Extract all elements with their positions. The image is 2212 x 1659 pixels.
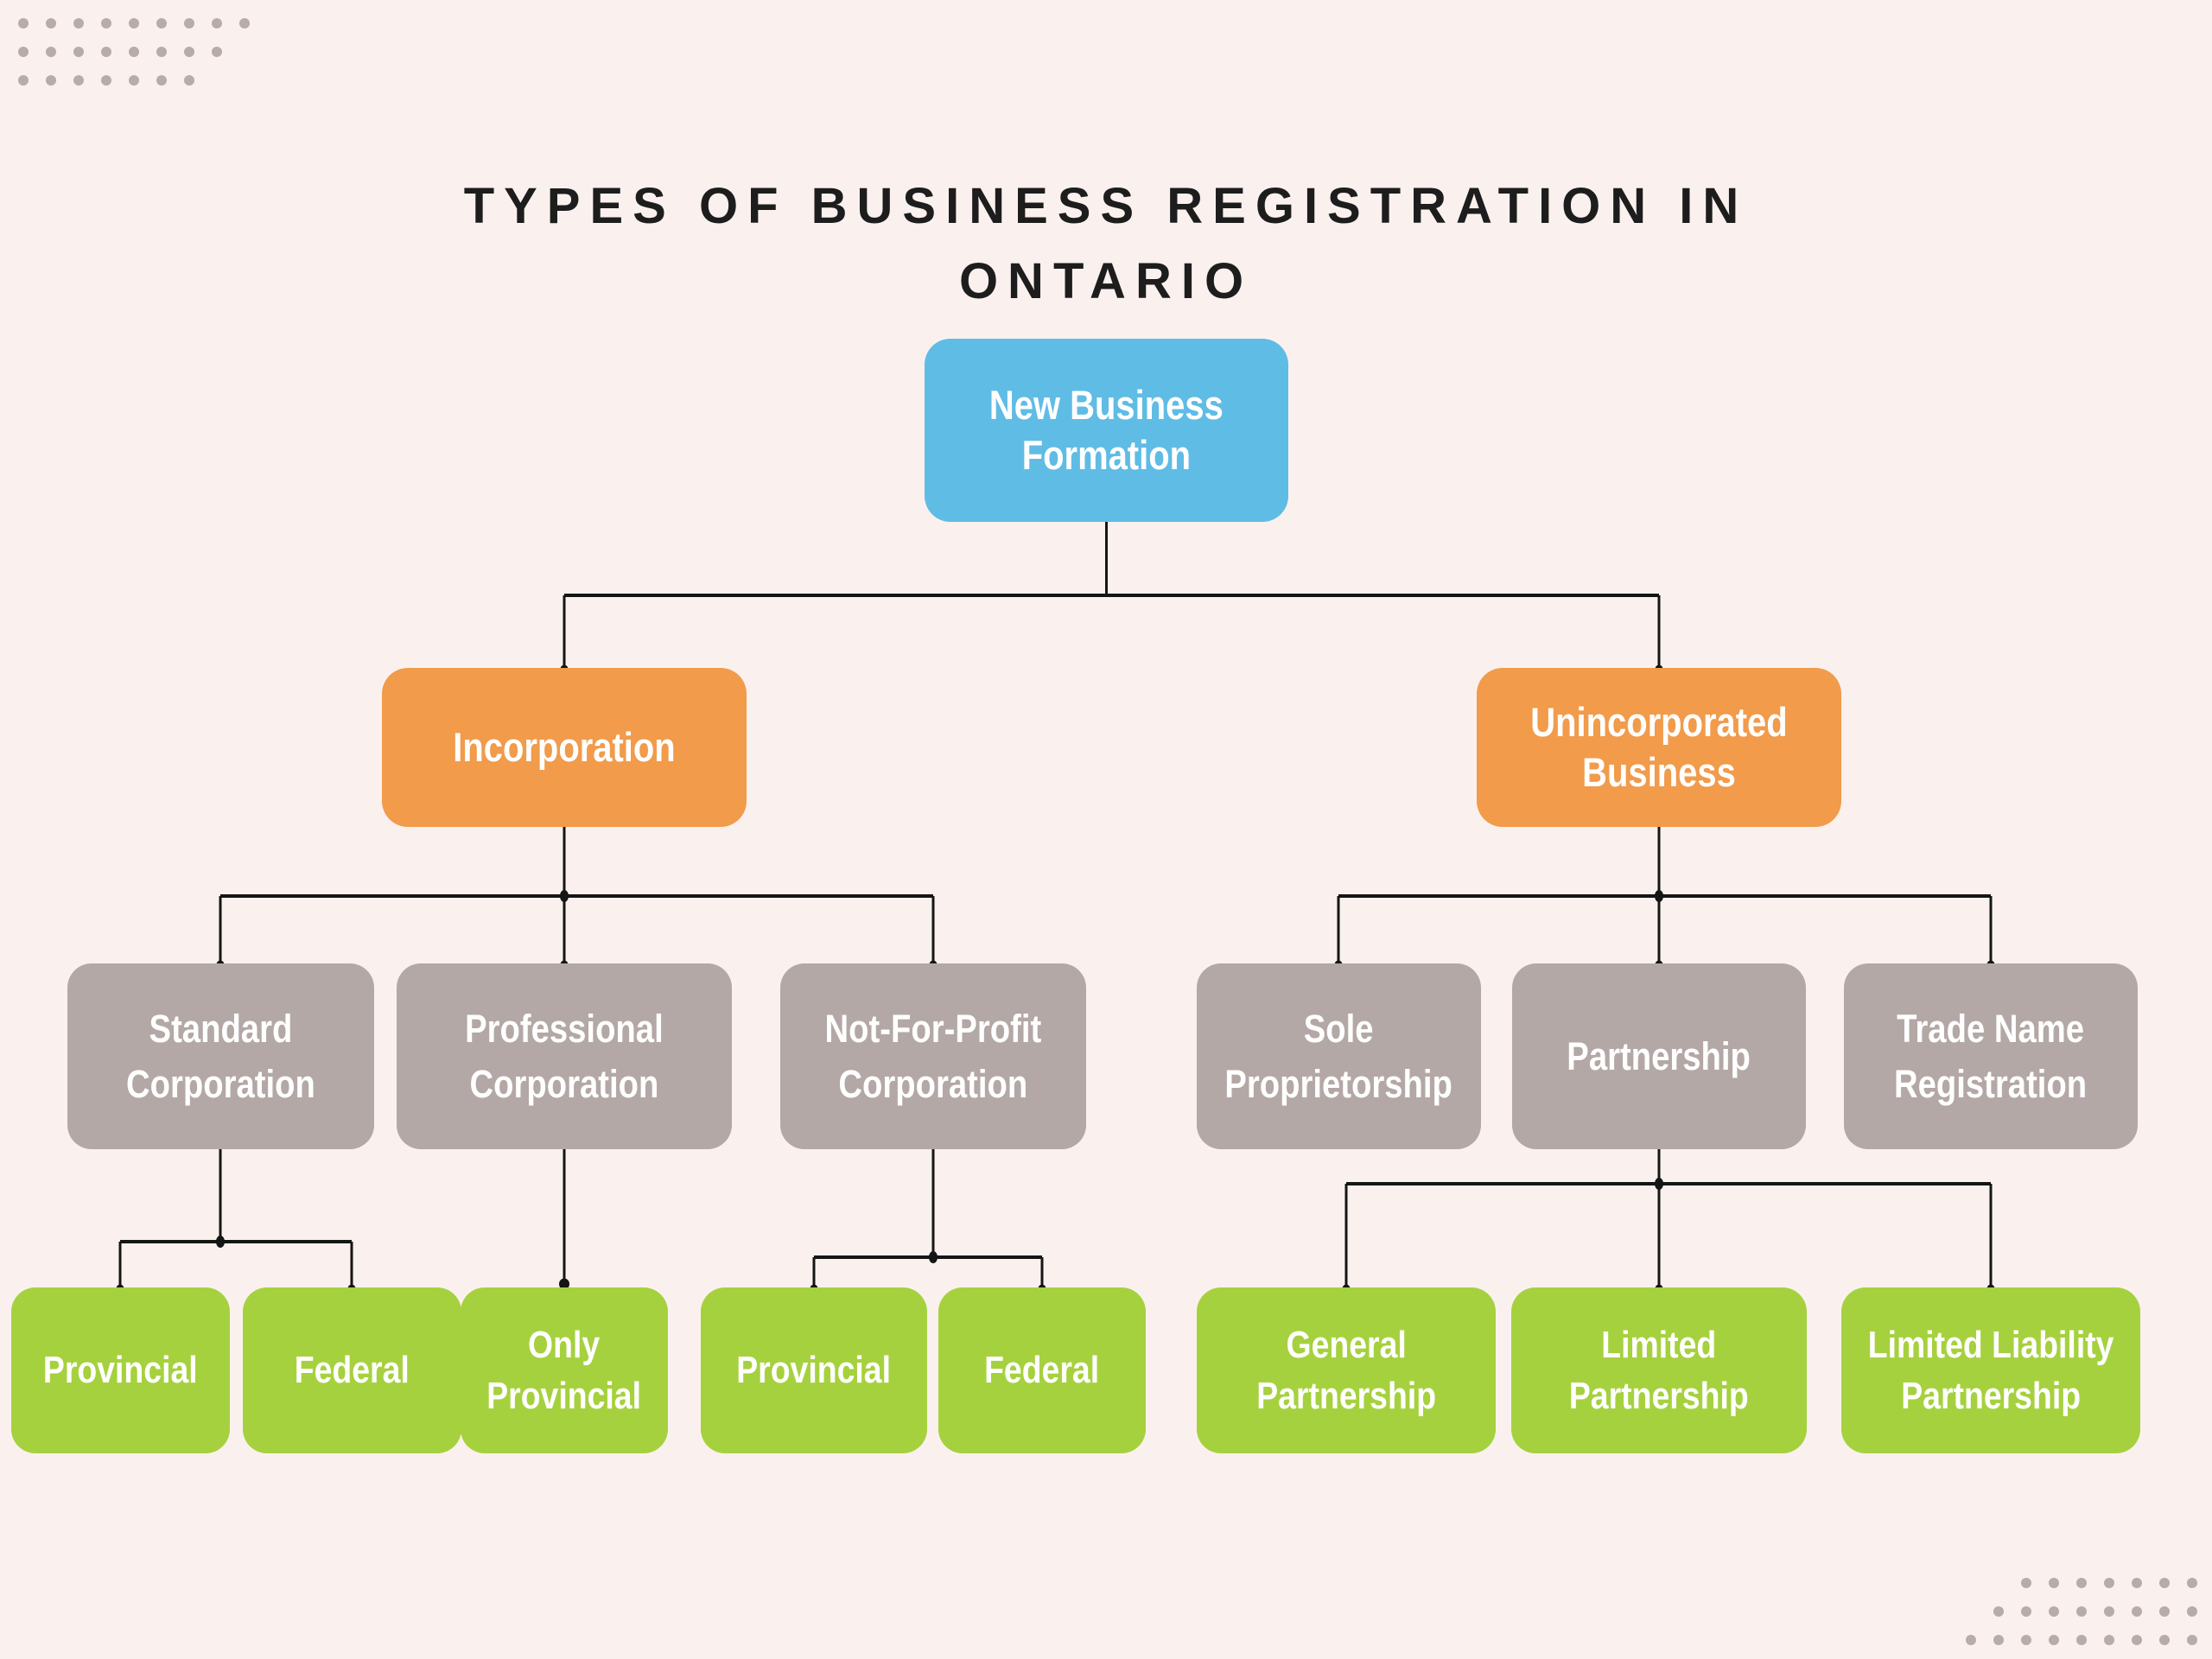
deco-dot	[129, 18, 139, 29]
deco-dot	[2076, 1578, 2087, 1588]
deco-dot	[2104, 1606, 2114, 1617]
deco-dot	[2021, 1578, 2031, 1588]
deco-dot-row	[1993, 1606, 2197, 1617]
deco-dot	[101, 47, 111, 57]
node-label: General Partnership	[1256, 1323, 1436, 1417]
node-general-partnership: General Partnership	[1197, 1287, 1496, 1453]
deco-dot	[239, 18, 250, 29]
deco-dot	[46, 75, 56, 86]
deco-dot	[2159, 1635, 2170, 1645]
deco-dot	[2049, 1635, 2059, 1645]
deco-dot	[2104, 1578, 2114, 1588]
deco-dot	[18, 75, 29, 86]
node-standard-federal: Federal	[243, 1287, 461, 1453]
deco-dot	[2187, 1606, 2197, 1617]
deco-dot	[1966, 1635, 1976, 1645]
deco-dot	[156, 75, 167, 86]
deco-dot	[2104, 1635, 2114, 1645]
deco-dot	[46, 47, 56, 57]
deco-dot	[156, 47, 167, 57]
deco-dot	[184, 75, 194, 86]
node-nfp-provincial: Provincial	[701, 1287, 927, 1453]
deco-dot	[2021, 1635, 2031, 1645]
deco-dot	[2132, 1635, 2142, 1645]
deco-dot	[184, 18, 194, 29]
deco-dot	[129, 75, 139, 86]
deco-dot	[101, 75, 111, 86]
node-unincorporated-business: Unincorporated Business	[1477, 668, 1841, 827]
node-label: Federal	[294, 1349, 410, 1392]
deco-dot	[2132, 1578, 2142, 1588]
decorative-dot-grid-top-left	[18, 18, 250, 86]
node-only-provincial: Only Provincial	[461, 1287, 668, 1453]
node-label: Federal	[984, 1349, 1100, 1392]
deco-dot	[2076, 1635, 2087, 1645]
node-standard-provincial: Provincial	[11, 1287, 230, 1453]
node-new-business-formation: New Business Formation	[925, 339, 1288, 522]
deco-dot	[2187, 1578, 2197, 1588]
node-label: Limited Liability Partnership	[1867, 1323, 2114, 1417]
deco-dot	[2021, 1606, 2031, 1617]
node-trade-name-registration: Trade Name Registration	[1844, 963, 2138, 1149]
deco-dot	[2076, 1606, 2087, 1617]
node-label: Standard Corporation	[126, 1006, 315, 1106]
deco-dot	[2049, 1578, 2059, 1588]
deco-dot-row	[18, 75, 194, 86]
deco-dot	[46, 18, 56, 29]
deco-dot	[18, 18, 29, 29]
node-label: Incorporation	[453, 723, 676, 770]
node-label: Provincial	[43, 1349, 198, 1392]
node-professional-corporation: Professional Corporation	[397, 963, 732, 1149]
node-label: Only Provincial	[486, 1323, 642, 1417]
edge-paths	[118, 522, 1993, 1289]
node-sole-proprietorship: Sole Proprietorship	[1197, 963, 1481, 1149]
deco-dot	[2159, 1606, 2170, 1617]
node-partnership: Partnership	[1512, 963, 1806, 1149]
deco-dot	[1993, 1635, 2004, 1645]
deco-dot	[184, 47, 194, 57]
deco-dot	[2187, 1635, 2197, 1645]
node-limited-partnership: Limited Partnership	[1511, 1287, 1807, 1453]
deco-dot	[73, 18, 84, 29]
deco-dot-row	[18, 18, 250, 29]
deco-dot	[212, 47, 222, 57]
deco-dot	[18, 47, 29, 57]
deco-dot	[129, 47, 139, 57]
deco-dot	[2159, 1578, 2170, 1588]
node-standard-corporation: Standard Corporation	[67, 963, 374, 1149]
deco-dot	[73, 47, 84, 57]
node-limited-liability-partnership: Limited Liability Partnership	[1841, 1287, 2140, 1453]
page-title: TYPES OF BUSINESS REGISTRATION IN ONTARI…	[463, 177, 1749, 309]
deco-dot	[2132, 1606, 2142, 1617]
node-incorporation: Incorporation	[382, 668, 747, 827]
deco-dot-row	[1966, 1635, 2197, 1645]
decorative-dot-grid-bottom-right	[1966, 1578, 2197, 1645]
node-label: Professional Corporation	[465, 1006, 664, 1106]
node-label: New Business Formation	[989, 381, 1224, 478]
deco-dot	[73, 75, 84, 86]
node-not-for-profit-corporation: Not-For-Profit Corporation	[780, 963, 1086, 1149]
deco-dot	[2049, 1606, 2059, 1617]
deco-dot	[212, 18, 222, 29]
node-label: Sole Proprietorship	[1224, 1006, 1453, 1106]
node-label: Trade Name Registration	[1894, 1006, 2088, 1106]
deco-dot-row	[18, 47, 222, 57]
deco-dot	[156, 18, 167, 29]
node-label: Provincial	[736, 1349, 892, 1392]
deco-dot-row	[2021, 1578, 2197, 1588]
node-label: Not-For-Profit Corporation	[824, 1006, 1042, 1106]
node-label: Limited Partnership	[1569, 1323, 1749, 1417]
node-nfp-federal: Federal	[938, 1287, 1146, 1453]
deco-dot	[101, 18, 111, 29]
node-label: Partnership	[1567, 1033, 1751, 1078]
deco-dot	[1993, 1606, 2004, 1617]
node-label: Unincorporated Business	[1530, 698, 1788, 795]
